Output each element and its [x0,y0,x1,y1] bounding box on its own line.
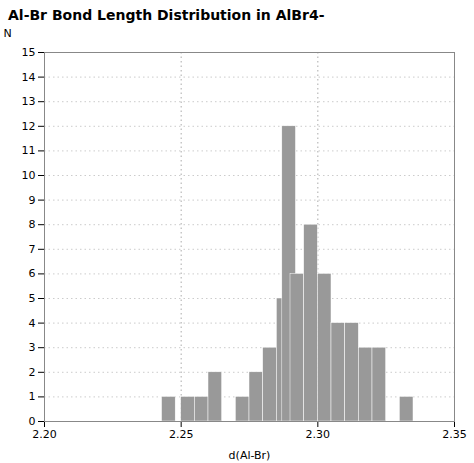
svg-text:6: 6 [29,267,36,280]
svg-text:7: 7 [29,243,36,256]
svg-text:1: 1 [29,390,36,403]
svg-text:2.20: 2.20 [32,428,57,441]
svg-text:12: 12 [22,120,36,133]
svg-text:13: 13 [22,95,36,108]
svg-text:d(Al-Br): d(Al-Br) [229,449,271,462]
svg-text:2.35: 2.35 [442,428,467,441]
svg-text:9: 9 [29,194,36,207]
svg-text:2.25: 2.25 [169,428,194,441]
svg-text:11: 11 [22,144,36,157]
svg-text:2: 2 [29,366,36,379]
svg-text:4: 4 [29,317,36,330]
svg-text:N: N [4,27,12,40]
svg-text:10: 10 [22,169,36,182]
html-text:Al-Br Bond Length Distribution: Al-Br Bond Length Distribution in AlBr4- [8,7,325,23]
svg-text:3: 3 [29,341,36,354]
svg-text:5: 5 [29,292,36,305]
svg-text:8: 8 [29,218,36,231]
svg-text:0: 0 [29,415,36,428]
svg-text:2.30: 2.30 [306,428,331,441]
svg-text:15: 15 [22,46,36,59]
svg-text:14: 14 [22,71,36,84]
